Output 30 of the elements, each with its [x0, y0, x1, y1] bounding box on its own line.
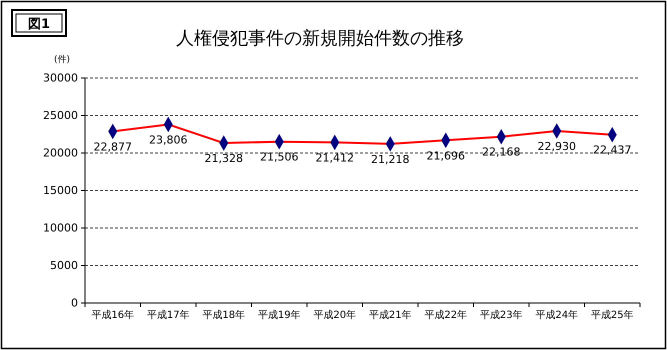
y-tick-label: 15000	[43, 184, 78, 198]
y-axis-title: (件)	[54, 54, 70, 65]
chart-title: 人権侵犯事件の新規開始件数の推移	[176, 28, 464, 49]
data-label: 21,506	[260, 150, 298, 164]
data-label: 22,437	[593, 144, 632, 157]
data-label: 21,218	[371, 152, 410, 166]
y-tick-label: 10000	[43, 222, 78, 235]
data-label: 22,168	[482, 146, 520, 159]
x-tick-label: 平成19年	[258, 309, 301, 322]
x-tick-label: 平成23年	[480, 309, 523, 322]
y-tick-label: 20000	[43, 146, 78, 160]
x-tick-label: 平成16年	[91, 309, 134, 322]
y-tick-label: 25000	[43, 109, 78, 122]
x-tick-label: 平成17年	[146, 309, 190, 322]
x-tick-label: 平成21年	[368, 309, 412, 322]
data-label: 21,328	[204, 152, 243, 166]
data-label: 21,696	[426, 149, 465, 162]
x-tick-label: 平成24年	[535, 309, 578, 322]
y-tick-label: 0	[71, 296, 78, 310]
x-tick-label: 平成22年	[424, 309, 468, 322]
x-tick-label: 平成20年	[313, 309, 356, 322]
x-tick-label: 平成25年	[590, 309, 634, 322]
x-tick-label: 平成18年	[202, 309, 246, 322]
data-label: 22,877	[94, 140, 132, 154]
y-tick-label: 5000	[50, 259, 78, 272]
caption: 図1	[28, 17, 50, 32]
data-label: 22,930	[538, 140, 576, 154]
data-label: 21,412	[316, 151, 354, 164]
data-label: 23,806	[149, 133, 188, 146]
y-tick-label: 30000	[43, 72, 78, 85]
